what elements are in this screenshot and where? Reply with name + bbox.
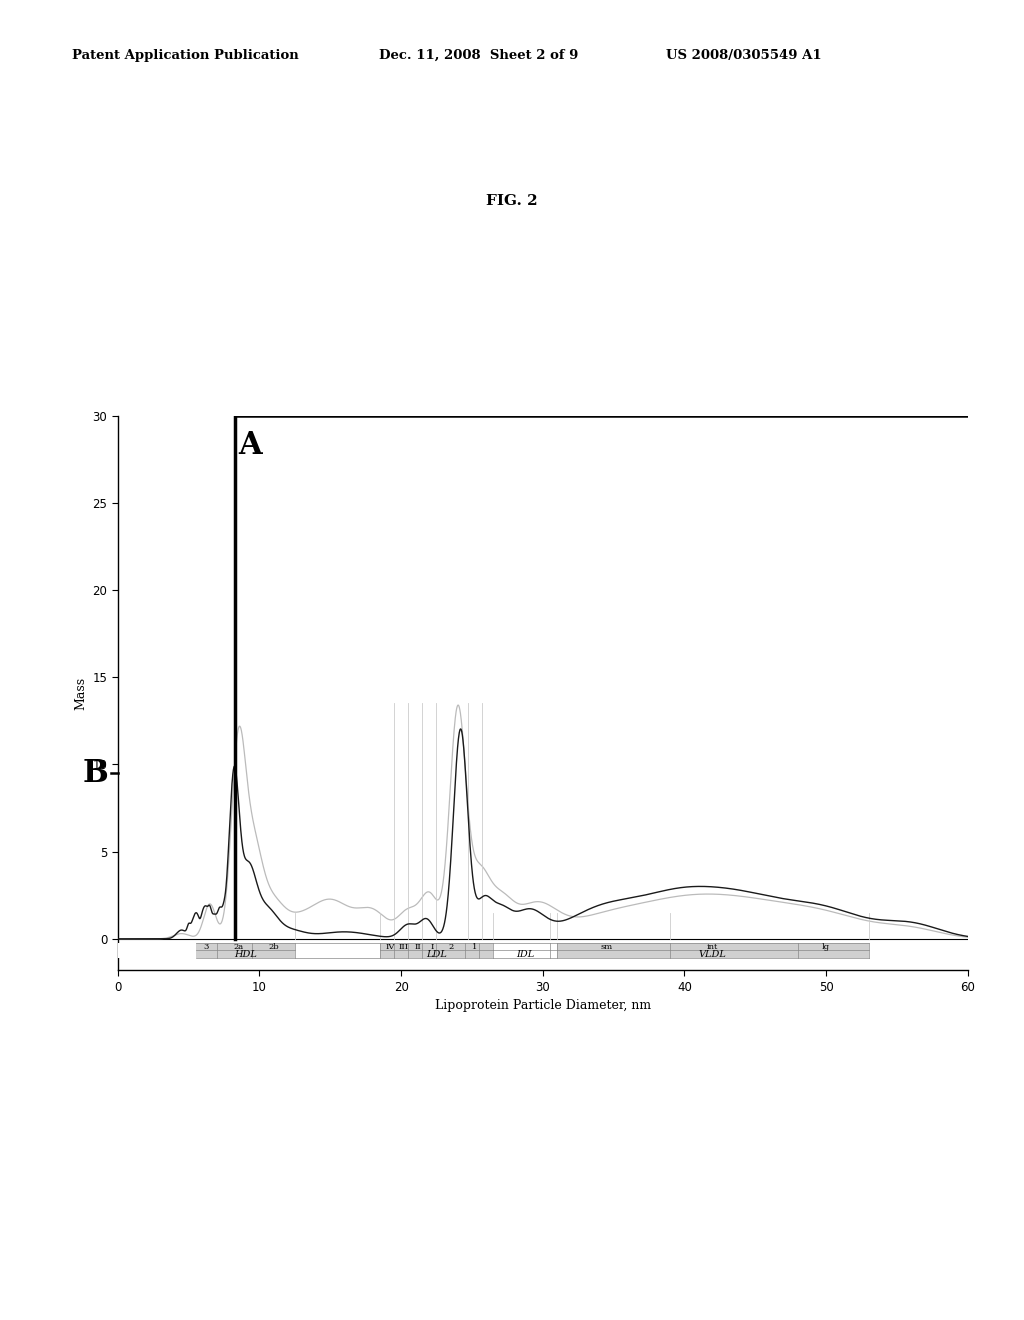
Text: int: int (707, 942, 719, 950)
Bar (118, 944, 196, 958)
Text: 3: 3 (203, 942, 208, 950)
Text: lg: lg (822, 942, 830, 950)
Text: HDL: HDL (233, 949, 257, 958)
Text: B: B (82, 758, 109, 788)
Text: FIG. 2: FIG. 2 (486, 194, 538, 207)
Text: A: A (239, 430, 262, 461)
Bar (868, 944, 975, 958)
Text: 2a: 2a (233, 942, 244, 950)
Bar (295, 944, 380, 958)
Text: IDL: IDL (516, 949, 535, 958)
Y-axis label: Mass: Mass (74, 676, 87, 710)
Text: VLDL: VLDL (698, 949, 727, 958)
Text: 1: 1 (472, 942, 477, 950)
Text: IV: IV (385, 942, 394, 950)
X-axis label: Lipoprotein Particle Diameter, nm: Lipoprotein Particle Diameter, nm (434, 999, 651, 1012)
Text: Patent Application Publication: Patent Application Publication (72, 49, 298, 62)
Text: I: I (430, 942, 434, 950)
Bar (118, 944, 968, 958)
Text: III: III (398, 942, 409, 950)
Text: 2: 2 (449, 942, 454, 950)
Bar (494, 944, 557, 958)
Text: II: II (415, 942, 422, 950)
Text: US 2008/0305549 A1: US 2008/0305549 A1 (666, 49, 821, 62)
Text: 2b: 2b (268, 942, 279, 950)
Text: sm: sm (600, 942, 612, 950)
Text: LDL: LDL (426, 949, 446, 958)
Text: Dec. 11, 2008  Sheet 2 of 9: Dec. 11, 2008 Sheet 2 of 9 (379, 49, 579, 62)
